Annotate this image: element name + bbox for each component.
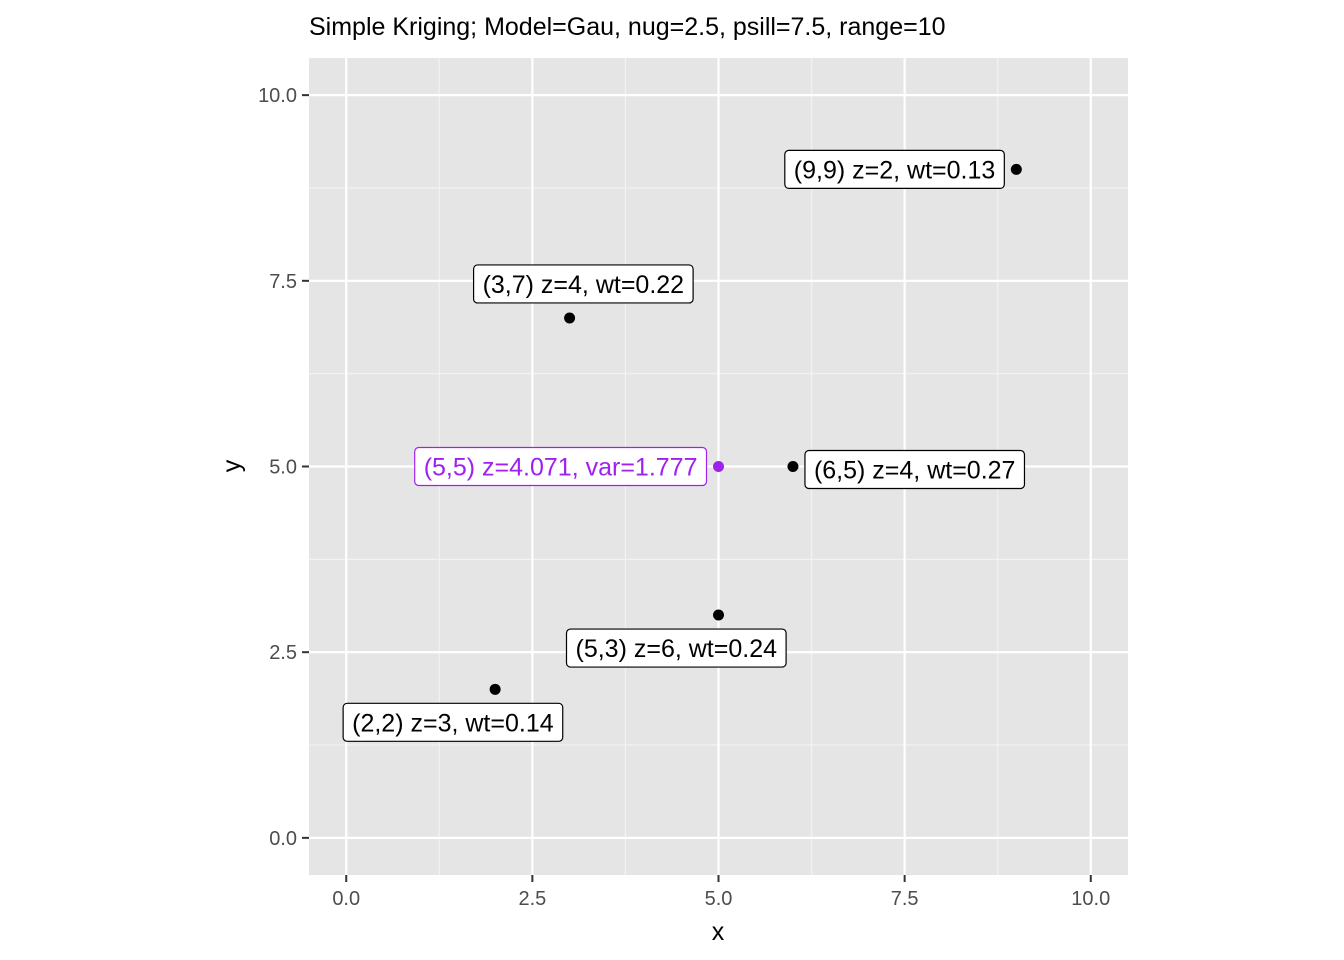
point-label: (9,9) z=2, wt=0.13: [784, 149, 1005, 190]
data-point: [489, 683, 501, 695]
x-tick-label: 5.0: [705, 888, 733, 910]
point-label-text: (2,2) z=3, wt=0.14: [352, 709, 554, 737]
point-label: (5,3) z=6, wt=0.24: [565, 628, 787, 668]
point-label-box: [414, 446, 708, 487]
chart-title: Simple Kriging; Model=Gau, nug=2.5, psil…: [309, 13, 946, 41]
y-tick-label: 7.5: [269, 271, 297, 293]
point-label-box: [804, 449, 1026, 490]
point-label: (6,5) z=4, wt=0.27: [804, 449, 1026, 490]
point-label: (5,5) z=4.071, var=1.777: [414, 446, 708, 487]
y-tick-label: 0.0: [269, 828, 297, 850]
point-labels: (2,2) z=3, wt=0.14 (3,7) z=4, wt=0.22 (9,9…: [342, 149, 1026, 742]
y-axis-title: y: [218, 459, 246, 472]
data-points: [489, 163, 1022, 695]
y-tick-label: 2.5: [269, 642, 297, 664]
point-label-text: (9,9) z=2, wt=0.13: [794, 156, 996, 184]
x-tick-label: 10.0: [1071, 888, 1110, 910]
data-point: [1010, 163, 1022, 175]
point-label-box: [472, 264, 694, 304]
y-tick-label: 5.0: [269, 457, 297, 479]
data-point: [787, 461, 799, 472]
point-label-text: (3,7) z=4, wt=0.22: [483, 271, 685, 299]
point-label-text: (5,5) z=4.071, var=1.777: [424, 454, 698, 482]
point-label-box: [784, 149, 1005, 190]
point-label-box: [565, 628, 787, 668]
x-axis-title: x: [712, 918, 725, 946]
x-tick-label: 2.5: [518, 888, 546, 910]
y-tick-label: 10.0: [258, 85, 297, 107]
point-label: (2,2) z=3, wt=0.14: [342, 702, 564, 742]
point-label: (3,7) z=4, wt=0.22: [472, 264, 694, 304]
x-axis: 0.0 2.5 5.0 7.5 10.0: [332, 875, 1110, 910]
data-point: [713, 609, 724, 621]
x-tick-label: 0.0: [332, 888, 360, 910]
x-tick-label: 7.5: [891, 888, 919, 910]
data-point: [564, 312, 576, 324]
point-label-text: (5,3) z=6, wt=0.24: [576, 635, 778, 663]
y-axis: 0.0 2.5 5.0 7.5 10.0: [258, 85, 309, 850]
point-label-text: (6,5) z=4, wt=0.27: [814, 457, 1016, 485]
data-point: [713, 461, 724, 472]
point-label-box: [342, 702, 564, 742]
